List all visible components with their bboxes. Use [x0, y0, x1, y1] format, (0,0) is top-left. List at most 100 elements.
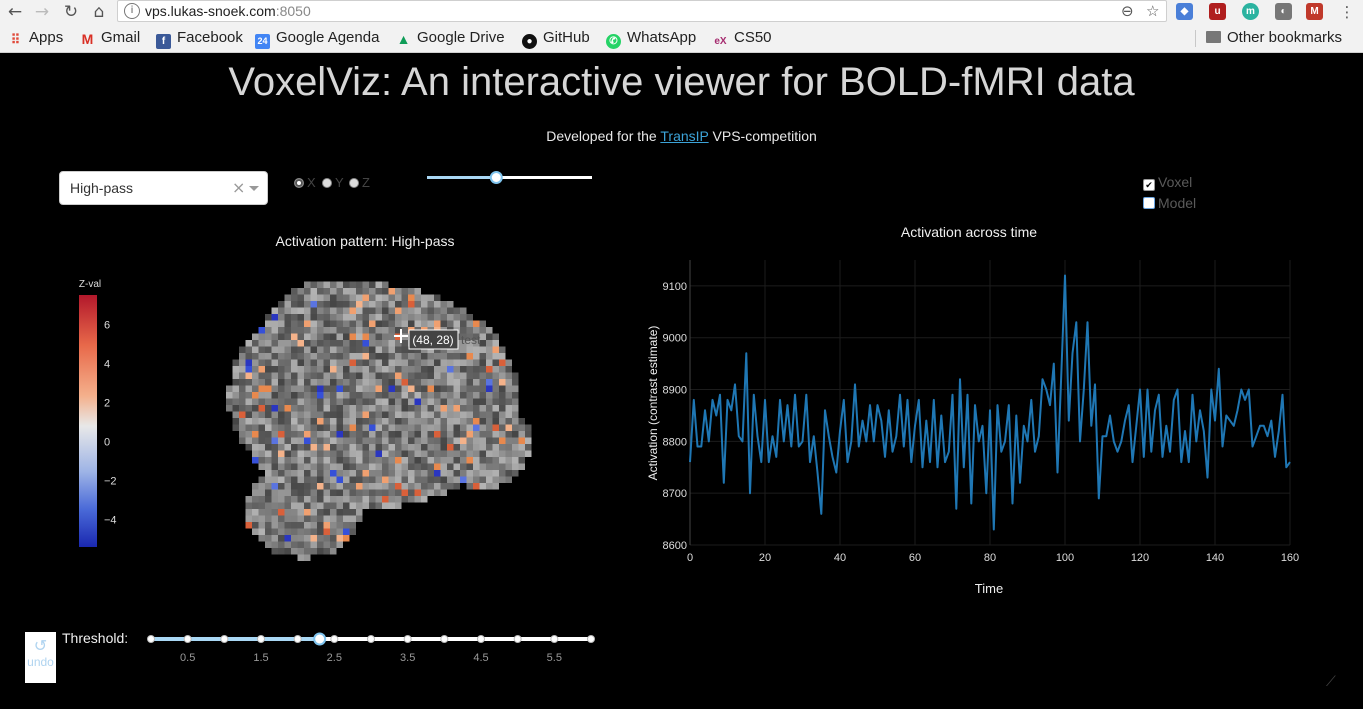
colorbar-tick-label: 6 — [104, 319, 110, 331]
x-tick-label: 20 — [759, 552, 771, 564]
site-info-icon[interactable]: i — [124, 3, 140, 19]
dropdown-value: High-pass — [70, 180, 134, 196]
clear-icon[interactable]: × — [232, 178, 246, 197]
threshold-mark-dot[interactable] — [367, 635, 375, 643]
bookmark-whatsapp[interactable]: ✆ WhatsApp — [606, 29, 696, 49]
chevron-down-icon[interactable] — [249, 186, 259, 191]
threshold-mark-dot[interactable] — [257, 635, 265, 643]
threshold-mark-label: 5.5 — [547, 652, 562, 664]
extension-shield-icon[interactable]: ◆ — [1176, 3, 1193, 20]
checkmark-icon: ✔ — [1143, 179, 1155, 191]
chart-title: Activation across time — [901, 224, 1037, 240]
threshold-label: Threshold: — [62, 630, 129, 646]
checkbox-voxel[interactable]: ✔ Voxel — [1143, 174, 1192, 191]
hover-crosshair-icon — [394, 329, 408, 343]
y-tick-label: 9000 — [663, 333, 687, 345]
x-tick-label: 120 — [1131, 552, 1149, 564]
radio-dot-x — [294, 178, 304, 188]
threshold-mark-label: 4.5 — [473, 652, 488, 664]
extension-m-icon[interactable]: m — [1242, 3, 1259, 20]
threshold-marks: 0.5 1.5 2.5 3.5 4.5 5.5 — [147, 635, 595, 664]
bookmark-github[interactable]: ● GitHub — [522, 29, 590, 49]
browser-toolbar: ← → ↻ ⌂ i vps.lukas-snoek.com:8050 ⊖ ☆ ◆… — [0, 0, 1363, 24]
threshold-mark-dot[interactable] — [513, 635, 522, 643]
threshold-mark-dot[interactable] — [330, 635, 339, 643]
address-bar[interactable]: i vps.lukas-snoek.com:8050 ⊖ ☆ — [117, 0, 1167, 22]
threshold-fill — [151, 637, 320, 641]
colorbar-title: Z-val — [79, 279, 101, 290]
slice-slider[interactable] — [420, 166, 600, 190]
x-axis-ticks: 0 20 40 60 80 100 120 140 160 — [687, 552, 1299, 564]
reload-icon[interactable]: ↻ — [63, 2, 79, 22]
y-axis-title: Activation (contrast estimate) — [646, 326, 660, 481]
transip-link[interactable]: TransIP — [660, 128, 709, 144]
y-tick-label: 8600 — [663, 540, 687, 552]
whatsapp-icon: ✆ — [606, 34, 621, 49]
slice-slider-rail[interactable] — [427, 176, 592, 179]
forward-arrow-icon[interactable]: → — [34, 2, 50, 22]
extension-bulb-icon[interactable]: ◐ — [1275, 3, 1292, 20]
radio-dot-z — [349, 178, 359, 188]
slice-slider-handle[interactable] — [489, 171, 503, 184]
y-tick-label: 8700 — [663, 488, 687, 500]
threshold-mark-dot[interactable] — [220, 635, 229, 643]
hover-tooltip — [408, 329, 459, 350]
undo-button[interactable]: ↺ undo — [25, 632, 56, 683]
brain-slice-image[interactable] — [226, 281, 532, 562]
threshold-mark-dot[interactable] — [440, 635, 449, 643]
voxel-activation-line[interactable] — [689, 274, 1291, 531]
checkbox-empty-icon — [1143, 197, 1155, 209]
bookmark-gmail[interactable]: M Gmail — [81, 29, 141, 47]
apps-grid-icon: ⠿ — [10, 32, 21, 47]
ublock-icon[interactable]: u — [1209, 3, 1226, 20]
bookmark-google-drive[interactable]: ▲ Google Drive — [396, 29, 505, 47]
threshold-mark-dot[interactable] — [477, 635, 485, 643]
filter-dropdown[interactable]: High-pass × — [59, 171, 268, 205]
colorbar-tick-label: 4 — [104, 358, 110, 370]
x-tick-label: 60 — [909, 552, 921, 564]
url-text: vps.lukas-snoek.com:8050 — [145, 3, 311, 19]
brain-plot-title: Activation pattern: High-pass — [276, 233, 455, 249]
threshold-mark-dot[interactable] — [587, 635, 595, 643]
checkbox-model[interactable]: Model — [1143, 195, 1196, 211]
bookmark-apps[interactable]: ⠿ Apps — [8, 29, 63, 47]
x-tick-label: 0 — [687, 552, 693, 564]
x-tick-label: 40 — [834, 552, 846, 564]
axis-radio-x[interactable]: X — [294, 175, 316, 190]
colorbar-tick-label: −4 — [104, 515, 117, 527]
bookmarks-separator — [1195, 30, 1196, 47]
threshold-mark-dot[interactable] — [550, 635, 559, 643]
facebook-icon: f — [156, 34, 171, 49]
y-tick-label: 8800 — [663, 436, 687, 448]
threshold-mark-dot[interactable] — [183, 635, 192, 643]
threshold-mark-label: 2.5 — [327, 652, 342, 664]
time-series-chart[interactable]: Activation across time 8600 8700 8800 8900 9… — [640, 218, 1320, 608]
bookmark-star-icon[interactable]: ☆ — [1146, 2, 1160, 20]
x-tick-label: 140 — [1206, 552, 1224, 564]
colorbar-tick-label: 2 — [104, 397, 110, 409]
extension-gmail-icon[interactable]: M — [1306, 3, 1323, 20]
gmail-icon: M — [81, 31, 94, 47]
bookmark-google-agenda[interactable]: 24 Google Agenda — [255, 29, 379, 49]
brain-plot[interactable]: Activation pattern: High-pass Z-val 6 4 2 0… — [60, 225, 620, 570]
menu-kebab-icon[interactable]: ⋮ — [1339, 3, 1355, 21]
undo-icon: ↺ — [33, 636, 48, 655]
threshold-mark-dot[interactable] — [403, 635, 412, 643]
bookmark-other[interactable]: Other bookmarks — [1206, 29, 1342, 47]
threshold-handle[interactable] — [313, 632, 327, 646]
bookmarks-bar: ⠿ Apps M Gmail f Facebook 24 Google Agenda ▲… — [0, 24, 1363, 53]
axis-radio-y[interactable]: Y — [322, 175, 344, 190]
home-icon[interactable]: ⌂ — [93, 2, 105, 22]
bookmark-cs50[interactable]: eX CS50 — [714, 29, 772, 47]
axis-radio-z[interactable]: Z — [349, 175, 370, 190]
hover-tooltip-extra: test — [461, 333, 481, 347]
bookmark-facebook[interactable]: f Facebook — [156, 29, 243, 49]
zoom-icon[interactable]: ⊖ — [1121, 2, 1134, 20]
back-arrow-icon[interactable]: ← — [7, 2, 23, 22]
page-title: VoxelViz: An interactive viewer for BOLD… — [228, 60, 1135, 104]
threshold-mark-dot[interactable] — [147, 635, 155, 643]
threshold-mark-dot[interactable] — [293, 635, 302, 643]
subtitle: Developed for the TransIP VPS-competitio… — [546, 128, 817, 144]
folder-icon — [1206, 31, 1221, 43]
threshold-slider[interactable]: 0.5 1.5 2.5 3.5 4.5 5.5 — [140, 625, 605, 670]
